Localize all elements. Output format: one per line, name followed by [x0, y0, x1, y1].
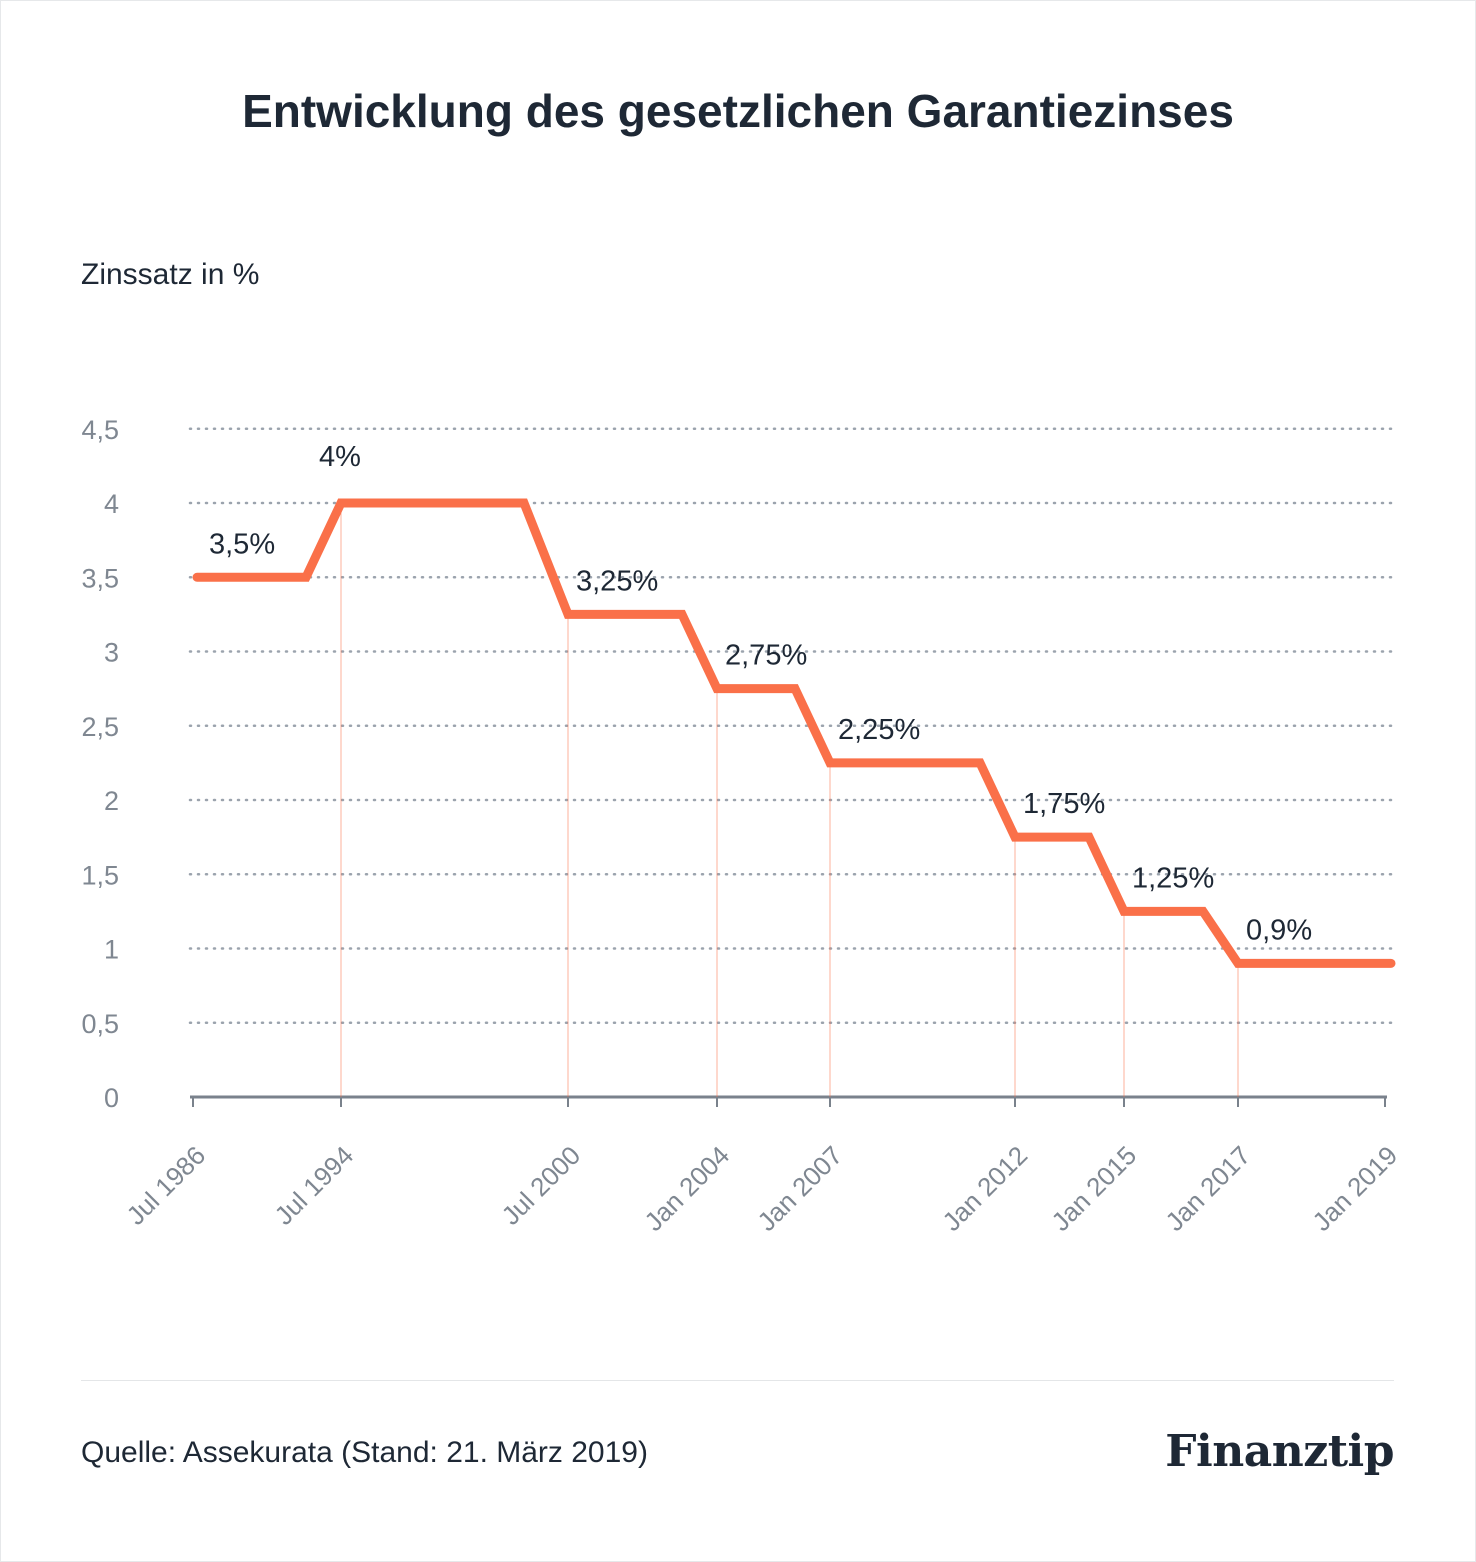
- x-tick-label: Jan 2007: [751, 1140, 848, 1237]
- data-label: 1,75%: [1023, 788, 1105, 820]
- y-tick-label: 4,5: [81, 415, 119, 445]
- y-tick-label: 1,5: [81, 860, 119, 890]
- x-tick-label: Jul 1986: [121, 1140, 212, 1231]
- data-label: 3,25%: [576, 565, 658, 597]
- finanztip-logo: Finanztip: [1165, 1426, 1394, 1477]
- y-tick-label: 0: [104, 1083, 119, 1113]
- x-tick-label: Jul 2000: [496, 1140, 587, 1231]
- data-label: 2,75%: [725, 640, 807, 672]
- x-tick-label: Jul 1994: [269, 1140, 360, 1231]
- y-tick-label: 0,5: [81, 1009, 119, 1039]
- chart-title: Entwicklung des gesetzlichen Garantiezin…: [242, 85, 1234, 137]
- x-tick-label: Jan 2004: [638, 1140, 735, 1237]
- data-label: 3,5%: [209, 528, 275, 560]
- data-label: 1,25%: [1132, 862, 1214, 894]
- x-tick-label: Jan 2019: [1306, 1140, 1403, 1237]
- y-axis-label: Zinssatz in %: [81, 258, 260, 291]
- data-label: 4%: [319, 441, 361, 473]
- data-label: 0,9%: [1246, 914, 1312, 946]
- y-tick-label: 2: [104, 786, 119, 816]
- y-tick-label: 3: [104, 638, 119, 668]
- line-chart: 0 0,5 1 1,5 2 2,5 3 3,5 4 4,5 Jul 1986 Jul 1994 Jul …: [81, 415, 1403, 1237]
- x-tick-label: Jan 2015: [1045, 1140, 1142, 1237]
- data-label: 2,25%: [838, 714, 920, 746]
- y-tick-label: 3,5: [81, 563, 119, 593]
- footer-divider: [81, 1380, 1394, 1381]
- source-note: Quelle: Assekurata (Stand: 21. März 2019…: [81, 1436, 648, 1469]
- y-tick-label: 2,5: [81, 712, 119, 742]
- x-tick-label: Jan 2017: [1159, 1140, 1256, 1237]
- y-tick-label: 4: [104, 489, 119, 519]
- series-line: [192, 498, 1396, 968]
- x-tick-label: Jan 2012: [936, 1140, 1033, 1237]
- y-tick-label: 1: [104, 935, 119, 965]
